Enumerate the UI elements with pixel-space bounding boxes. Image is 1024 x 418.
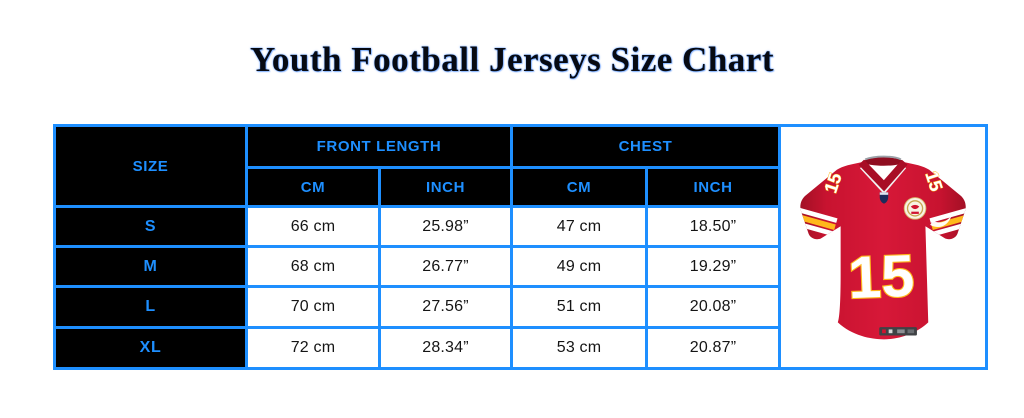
size-label-s: S: [53, 205, 248, 248]
front-cm-xl: 72 cm: [245, 326, 381, 370]
nfl-shield-logo: [879, 192, 888, 204]
front-cm-s: 66 cm: [245, 205, 381, 248]
table-row-xl: XL 72 cm 28.34” 53 cm 20.87”: [53, 326, 987, 370]
front-inch-s: 25.98”: [377, 205, 514, 248]
chest-inch-m: 19.29”: [645, 245, 782, 288]
team-patch-logo: [903, 197, 926, 220]
chest-cm-l: 51 cm: [510, 285, 649, 329]
table-row-m: M 68 cm 26.77” 49 cm 19.29”: [53, 245, 987, 288]
jersey-collar-band: [858, 159, 908, 192]
page-title: Youth Football Jerseys Size Chart: [250, 40, 774, 79]
chest-cm-m: 49 cm: [510, 245, 649, 288]
size-label-l: L: [53, 285, 248, 329]
size-label-xl: XL: [53, 326, 248, 370]
column-header-chest-cm: CM: [510, 166, 649, 208]
column-header-front-cm: CM: [245, 166, 381, 208]
size-label-m: M: [53, 245, 248, 288]
table-row-s: S 66 cm 25.98” 47 cm 18.50”: [53, 205, 987, 248]
jersey-graphic: 15 15 15: [799, 155, 966, 340]
front-cm-l: 70 cm: [245, 285, 381, 329]
chest-cm-xl: 53 cm: [510, 326, 649, 370]
chest-cm-s: 47 cm: [510, 205, 649, 248]
column-header-size: SIZE: [53, 124, 248, 208]
front-cm-m: 68 cm: [245, 245, 381, 288]
jersey-back-collar: [860, 157, 905, 166]
column-header-chest-inch: INCH: [645, 166, 782, 208]
chest-inch-xl: 20.87”: [645, 326, 782, 370]
jersey-jock-tag: [878, 327, 917, 336]
swoosh-icon: [929, 214, 952, 228]
front-inch-m: 26.77”: [377, 245, 514, 288]
size-chart-table: SIZE FRONT LENGTH CHEST: [53, 124, 989, 370]
jersey-collar-tape: [864, 155, 901, 161]
column-header-front-length: FRONT LENGTH: [244, 124, 514, 169]
jersey-image-cell: 15 15 15: [778, 124, 989, 370]
column-header-front-inch: INCH: [377, 166, 514, 208]
jersey-image: 15 15 15: [783, 129, 984, 366]
table-row-l: L 70 cm 27.56” 51 cm 20.08”: [53, 285, 987, 329]
front-inch-xl: 28.34”: [377, 326, 514, 370]
jersey-chest-number: 15: [847, 242, 915, 311]
front-inch-l: 27.56”: [377, 285, 514, 329]
chest-inch-s: 18.50”: [645, 205, 782, 248]
chest-inch-l: 20.08”: [645, 285, 782, 329]
column-header-chest: CHEST: [510, 124, 782, 169]
